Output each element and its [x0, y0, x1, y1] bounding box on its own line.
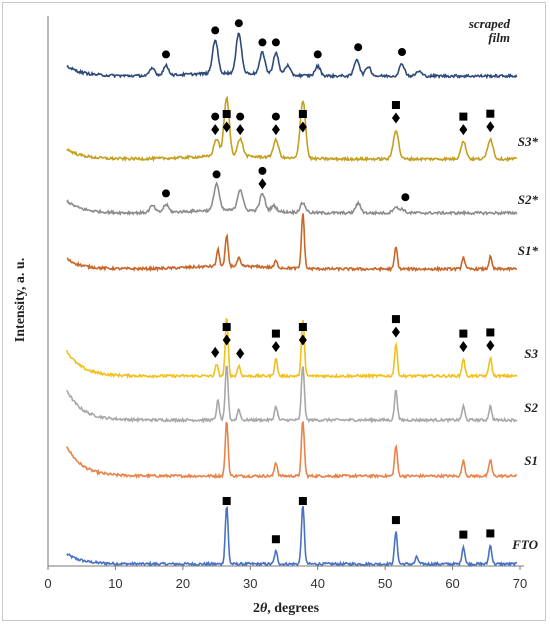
diamond-marker	[271, 341, 280, 353]
diamond-marker	[391, 326, 400, 338]
circle-marker	[271, 38, 280, 47]
circle-marker	[234, 19, 243, 28]
square-marker	[298, 110, 307, 118]
circle-marker	[313, 50, 322, 59]
series-label: S1*	[518, 243, 539, 258]
x-tick-label: 30	[243, 576, 257, 591]
series-label: FTO	[511, 537, 538, 552]
circle-marker	[162, 50, 170, 59]
circle-marker	[354, 43, 363, 52]
square-marker	[298, 323, 307, 331]
diamond-marker	[391, 112, 400, 124]
diamond-marker	[236, 124, 245, 136]
circle-marker	[258, 166, 267, 175]
diamond-marker	[222, 334, 231, 346]
y-axis-title: Intensity, a. u.	[13, 258, 28, 342]
circle-marker	[211, 26, 220, 35]
x-tick-label: 20	[176, 576, 190, 591]
circle-marker	[258, 38, 267, 47]
chart-frame	[2, 2, 546, 621]
series-label: film	[488, 30, 510, 45]
x-tick-label: 60	[445, 576, 459, 591]
square-marker	[298, 497, 307, 505]
trace-scraped-film	[66, 32, 518, 80]
trace-s1-	[66, 213, 518, 273]
square-marker	[459, 329, 468, 338]
series-label: S3*	[518, 134, 539, 149]
square-marker	[391, 516, 400, 525]
diamond-marker	[211, 346, 220, 358]
square-marker	[271, 535, 280, 544]
square-marker	[222, 323, 231, 331]
square-marker	[459, 112, 468, 121]
circle-marker	[398, 48, 406, 56]
trace-s3	[66, 317, 518, 380]
square-marker	[222, 110, 231, 118]
trace-s2	[66, 365, 518, 424]
diamond-marker	[222, 121, 231, 133]
x-tick-label: 70	[513, 576, 527, 591]
diamond-marker	[258, 178, 267, 190]
trace-fto	[66, 505, 518, 568]
trace-s2-	[66, 181, 518, 217]
diamond-marker	[211, 124, 220, 136]
square-marker	[486, 109, 495, 118]
square-marker	[486, 328, 495, 337]
trace-s3-	[66, 95, 518, 163]
x-tick-label: 50	[378, 576, 392, 591]
x-ticks: 0 10 20 30 40 50 60 70	[44, 566, 527, 591]
square-marker	[391, 101, 400, 109]
circle-marker	[162, 189, 170, 198]
series-label: S2*	[518, 192, 539, 207]
x-axis-title: 2θ, degrees	[253, 601, 320, 616]
circle-marker	[271, 112, 280, 121]
trace-s1	[66, 421, 518, 480]
square-marker	[271, 329, 280, 338]
diamond-marker	[298, 121, 307, 133]
series-label: S1	[524, 453, 538, 468]
diamond-marker	[486, 339, 495, 351]
series-label: S3	[524, 346, 538, 361]
circle-marker	[236, 112, 245, 121]
series-label: S2	[524, 400, 538, 415]
circle-marker	[211, 112, 220, 121]
x-tick-label: 0	[44, 576, 51, 591]
diamond-marker	[459, 124, 468, 136]
diamond-marker	[298, 334, 307, 346]
markers-layer	[162, 19, 495, 544]
square-marker	[486, 529, 495, 538]
circle-marker	[212, 170, 221, 179]
square-marker	[222, 497, 231, 505]
diamond-marker	[459, 341, 468, 353]
x-tick-label: 10	[108, 576, 122, 591]
circle-marker	[401, 193, 410, 202]
diamond-marker	[236, 348, 245, 360]
square-marker	[459, 530, 468, 539]
diamond-marker	[271, 124, 280, 136]
square-marker	[391, 315, 400, 324]
diamond-marker	[486, 121, 495, 133]
series-label: scraped	[468, 16, 511, 31]
x-tick-label: 40	[310, 576, 324, 591]
traces-layer	[66, 32, 518, 568]
